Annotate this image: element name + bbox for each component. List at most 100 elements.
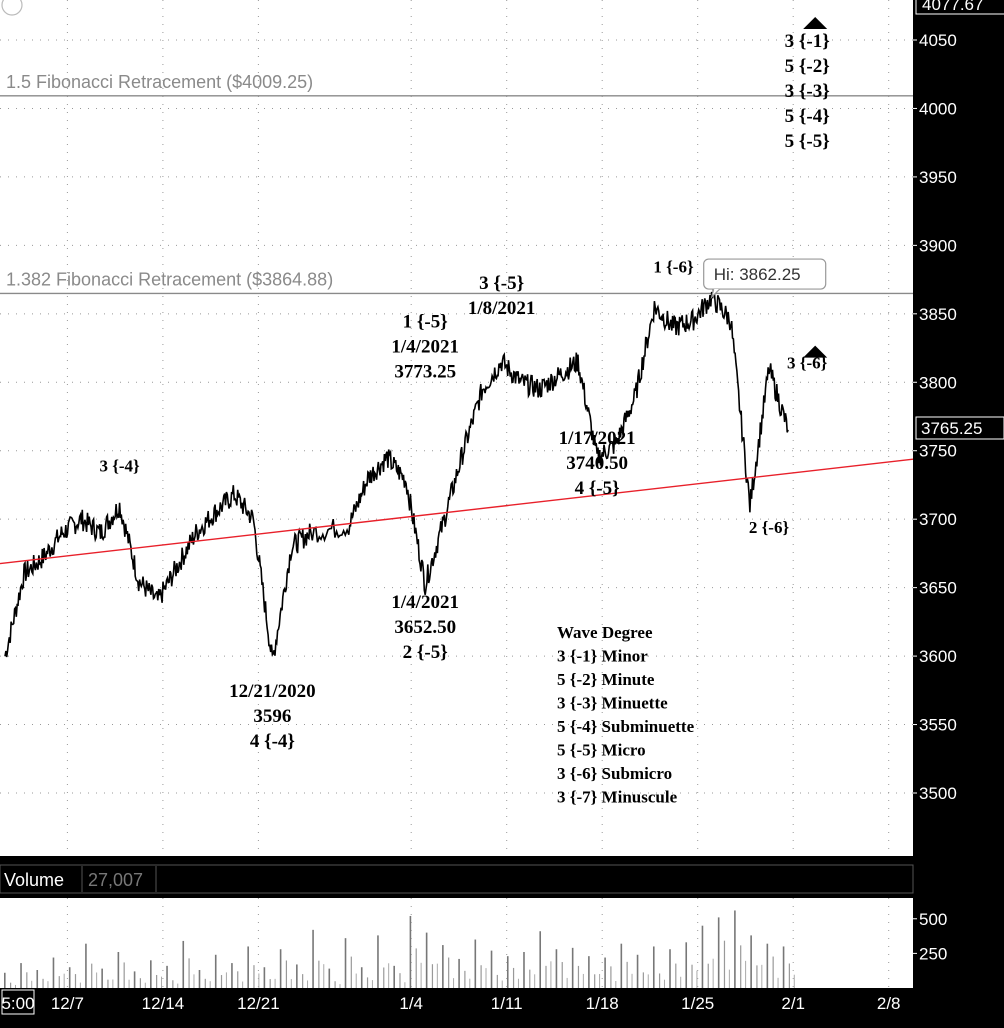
volume-bar	[15, 984, 16, 988]
volume-bar	[231, 963, 233, 988]
info-icon[interactable]	[1, 0, 23, 16]
wave-annotation: 3 {-5} 1/8/2021	[468, 273, 536, 319]
volume-bar	[63, 973, 65, 988]
volume-bar	[788, 963, 790, 988]
hi-callout-label: Hi: 3862.25	[714, 265, 801, 284]
volume-bar	[448, 957, 450, 988]
volume-bar	[745, 960, 747, 988]
volume-bar	[669, 949, 671, 988]
volume-bar	[328, 968, 331, 988]
volume-bar	[723, 940, 726, 988]
wave-annotation-line: 3740.50	[566, 453, 628, 474]
volume-bar	[263, 967, 266, 988]
wave-annotation-line: 3 {-4}	[99, 456, 140, 475]
volume-bar	[79, 982, 81, 988]
wave-annotation-line: 1/17/2021	[559, 428, 636, 449]
volume-title: Volume	[4, 870, 64, 890]
x-tick-label: 12/7	[51, 994, 84, 1013]
volume-bar	[117, 952, 120, 988]
x-tick-label: 1/4	[399, 994, 423, 1013]
volume-bar	[707, 963, 709, 988]
volume-bar	[685, 942, 688, 988]
volume-bar	[691, 964, 693, 988]
volume-bar	[156, 974, 158, 988]
volume-y-tick-label: 250	[919, 944, 947, 963]
legend-title: Wave Degree	[557, 623, 653, 642]
volume-bar	[85, 943, 87, 988]
volume-bar	[517, 978, 519, 988]
wave-annotation-line: 5 {-4}	[785, 106, 830, 127]
trendline[interactable]	[0, 458, 914, 565]
volume-bar	[182, 940, 185, 988]
y-tick-label: 3500	[919, 784, 957, 803]
y-tick-label: 3850	[919, 305, 957, 324]
wave-annotation-line: 3 {-1}	[785, 31, 830, 52]
volume-bar	[566, 977, 568, 988]
volume-bar	[717, 917, 720, 988]
wave-annotation: 2 {-6}	[749, 518, 790, 537]
volume-plot-area[interactable]	[0, 898, 913, 988]
volume-bar	[523, 952, 525, 988]
volume-bar	[782, 946, 785, 988]
volume-bar	[10, 982, 12, 988]
volume-bar	[680, 976, 682, 988]
volume-bar	[761, 964, 763, 988]
volume-bar	[539, 931, 542, 988]
volume-current-value: 27,007	[88, 870, 143, 890]
volume-bar	[188, 958, 190, 988]
volume-bar	[464, 970, 466, 988]
volume-bar	[20, 963, 22, 988]
y-tick-label: 3750	[919, 442, 957, 461]
wave-annotation-line: 3 {-6}	[787, 354, 828, 373]
volume-bar	[366, 977, 369, 988]
legend-item: 3 {-6} Submicro	[557, 764, 672, 783]
volume-bar	[604, 957, 606, 988]
volume-bar	[247, 946, 249, 988]
wave-annotation-line: 3596	[253, 706, 291, 727]
volume-bar	[642, 972, 644, 988]
volume-bar	[599, 973, 601, 988]
volume-bar	[701, 925, 704, 988]
volume-bar	[442, 945, 444, 988]
volume-bar	[431, 964, 434, 988]
volume-bar	[237, 971, 239, 988]
volume-bar	[198, 970, 201, 988]
legend-item: 5 {-4} Subminuette	[557, 717, 695, 736]
volume-bar	[334, 981, 336, 988]
volume-bar	[344, 938, 347, 988]
volume-bar	[318, 960, 320, 988]
fib-line-label: 1.5 Fibonacci Retracement ($4009.25)	[6, 72, 313, 92]
volume-bar	[144, 982, 146, 988]
volume-bar	[91, 963, 93, 988]
legend-item: 3 {-1} Minor	[557, 647, 648, 666]
volume-bar	[258, 973, 260, 988]
wave-annotation-line: 12/21/2020	[229, 681, 316, 702]
volume-bar	[296, 964, 298, 988]
x-axis-band	[0, 988, 1004, 1023]
y-tick-label: 4000	[919, 99, 957, 118]
volume-bar	[793, 974, 795, 988]
volume-bar	[529, 969, 531, 988]
y-tick-label: 3600	[919, 647, 957, 666]
wave-annotation: 3 {-6}	[787, 354, 828, 373]
volume-bar	[42, 978, 44, 988]
wave-annotation-line: 1 {-5}	[403, 312, 448, 333]
volume-bar	[214, 954, 217, 988]
price-plot-area[interactable]	[0, 0, 913, 856]
volume-bar	[571, 947, 574, 988]
volume-bar	[360, 967, 363, 988]
x-tick-label: 1/11	[491, 994, 523, 1013]
volume-bar	[68, 967, 71, 988]
volume-bar	[383, 967, 385, 988]
volume-bar	[339, 984, 341, 988]
volume-bar	[123, 962, 125, 988]
volume-bar	[242, 981, 244, 988]
volume-bar	[150, 960, 152, 988]
volume-bar	[47, 981, 49, 988]
volume-bar	[371, 980, 373, 988]
y-tick-label: 4050	[919, 31, 957, 50]
volume-bar	[393, 965, 395, 988]
volume-bar	[161, 976, 163, 988]
